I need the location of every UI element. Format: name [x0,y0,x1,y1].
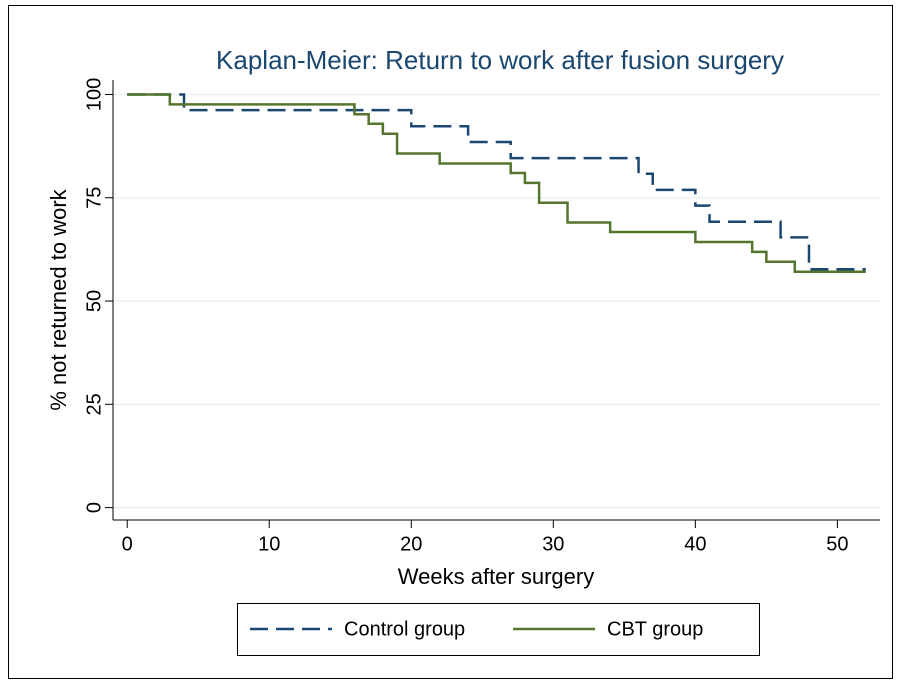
x-tick-label: 0 [122,533,133,555]
y-tick-label: 0 [83,502,105,513]
x-tick-label: 50 [826,533,848,555]
x-tick-label: 30 [542,533,564,555]
y-tick-label: 50 [83,290,105,312]
y-tick-label: 75 [83,187,105,209]
legend-label: CBT group [607,618,703,640]
y-axis-title: % not returned to work [46,188,71,410]
y-tick-label: 25 [83,393,105,415]
km-line [127,93,866,271]
y-tick-label: 100 [83,78,105,111]
km-line [127,93,866,273]
legend-label: Control group [344,618,465,640]
x-tick-label: 40 [684,533,706,555]
x-tick-label: 10 [258,533,280,555]
x-axis-title: Weeks after surgery [398,564,594,589]
legend [237,603,760,656]
frame [8,5,893,679]
x-tick-label: 20 [400,533,422,555]
chart-title: Kaplan-Meier: Return to work after fusio… [216,45,784,75]
